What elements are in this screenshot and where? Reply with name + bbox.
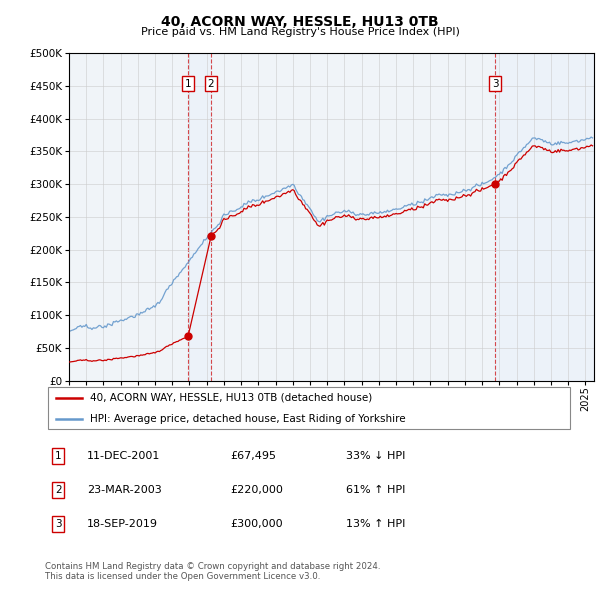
Text: 18-SEP-2019: 18-SEP-2019 [87, 519, 158, 529]
Text: 2: 2 [208, 79, 214, 89]
Text: 23-MAR-2003: 23-MAR-2003 [87, 485, 162, 494]
Text: 61% ↑ HPI: 61% ↑ HPI [346, 485, 406, 494]
Bar [495, 53, 594, 381]
Text: Contains HM Land Registry data © Crown copyright and database right 2024.
This d: Contains HM Land Registry data © Crown c… [45, 562, 380, 581]
Text: 2: 2 [55, 485, 62, 494]
Text: 33% ↓ HPI: 33% ↓ HPI [346, 451, 406, 461]
Text: 3: 3 [55, 519, 62, 529]
Text: 13% ↑ HPI: 13% ↑ HPI [346, 519, 406, 529]
Bar [188, 53, 211, 381]
Text: 11-DEC-2001: 11-DEC-2001 [87, 451, 161, 461]
FancyBboxPatch shape [47, 386, 571, 430]
Text: 1: 1 [55, 451, 62, 461]
Text: 1: 1 [185, 79, 191, 89]
Text: 40, ACORN WAY, HESSLE, HU13 0TB (detached house): 40, ACORN WAY, HESSLE, HU13 0TB (detache… [90, 393, 372, 403]
Text: £220,000: £220,000 [230, 485, 283, 494]
Text: Price paid vs. HM Land Registry's House Price Index (HPI): Price paid vs. HM Land Registry's House … [140, 27, 460, 37]
Text: 40, ACORN WAY, HESSLE, HU13 0TB: 40, ACORN WAY, HESSLE, HU13 0TB [161, 15, 439, 29]
Text: 3: 3 [492, 79, 499, 89]
Text: £67,495: £67,495 [230, 451, 276, 461]
Text: £300,000: £300,000 [230, 519, 283, 529]
Text: HPI: Average price, detached house, East Riding of Yorkshire: HPI: Average price, detached house, East… [90, 414, 406, 424]
